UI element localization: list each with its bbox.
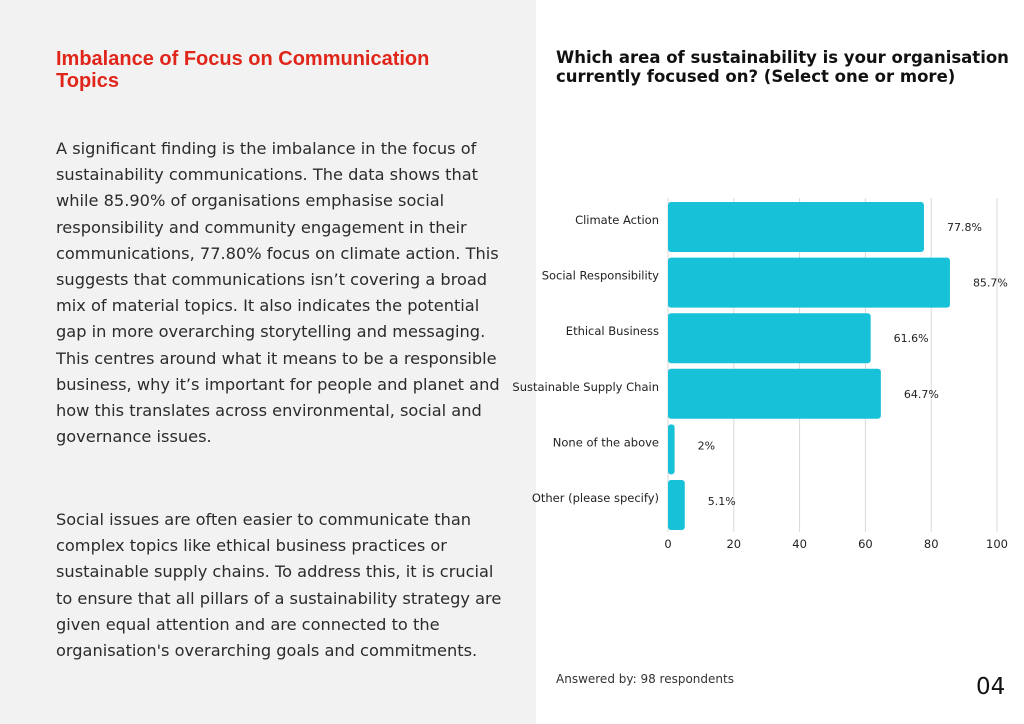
category-label: Climate Action <box>575 213 659 227</box>
data-label: 64.7% <box>904 388 939 401</box>
bar <box>668 480 685 530</box>
page-number: 04 <box>976 674 1006 700</box>
data-label: 2% <box>698 439 715 452</box>
x-tick-label: 100 <box>986 537 1008 551</box>
bar <box>668 257 950 308</box>
category-label: Ethical Business <box>566 324 659 338</box>
category-label: None of the above <box>553 435 659 449</box>
body-paragraph-1: A significant finding is the imbalance i… <box>56 139 500 447</box>
label-layer: 0 20 40 60 80 100 Climate Action 77.8% Social Re… <box>512 213 1008 551</box>
bar <box>668 313 871 364</box>
bar <box>668 202 924 252</box>
category-label: Sustainable Supply Chain <box>512 380 659 394</box>
body-paragraph-2: Social issues are often easier to commun… <box>56 510 502 661</box>
bar <box>668 424 675 475</box>
x-tick-label: 60 <box>858 537 873 551</box>
x-tick-label: 80 <box>924 537 939 551</box>
category-label: Social Responsibility <box>542 269 659 283</box>
x-tick-label: 40 <box>792 537 807 551</box>
bar-chart: 0 20 40 60 80 100 Climate Action 77.8% Social Re… <box>512 198 1008 551</box>
bar <box>668 368 881 419</box>
category-label: Other (please specify) <box>532 491 659 505</box>
x-tick-label: 20 <box>726 537 741 551</box>
x-tick-label: 0 <box>664 537 671 551</box>
section-title: Imbalance of Focus on Communication Topi… <box>56 48 430 92</box>
data-label: 5.1% <box>708 495 736 508</box>
bar-layer <box>668 202 950 530</box>
chart-title: Which area of sustainability is your org… <box>556 48 1009 86</box>
data-label: 61.6% <box>894 332 929 345</box>
left-panel <box>0 0 536 724</box>
data-label: 77.8% <box>947 221 982 234</box>
data-label: 85.7% <box>973 277 1008 290</box>
grid-layer <box>667 198 998 532</box>
respondents-note: Answered by: 98 respondents <box>556 672 734 686</box>
